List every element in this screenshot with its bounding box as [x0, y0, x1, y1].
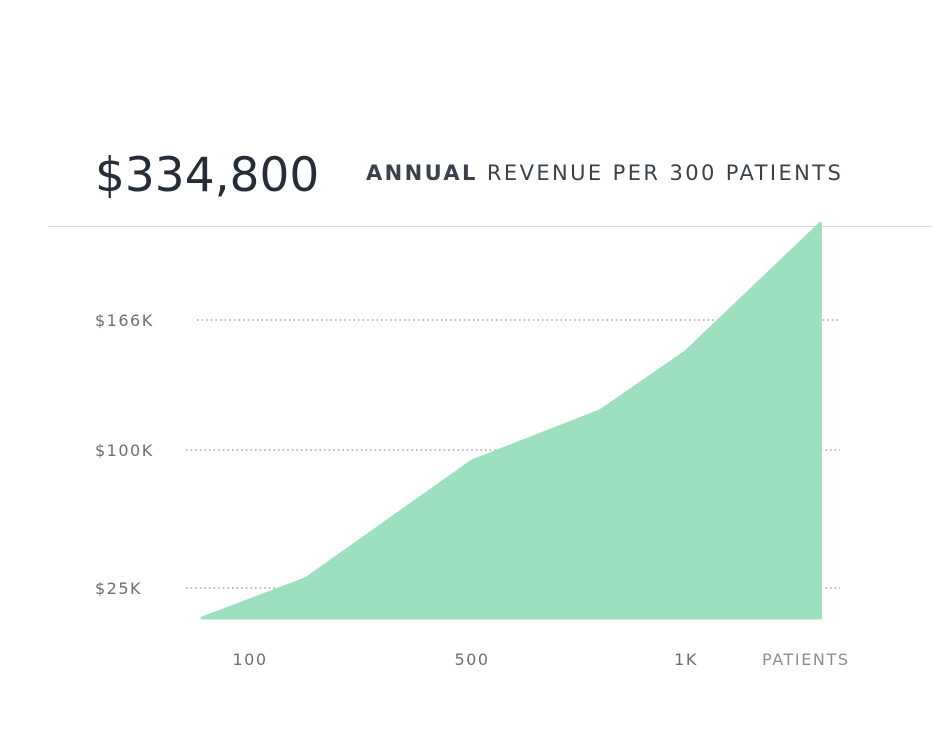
y-tick-label: $100K — [95, 441, 154, 460]
x-tick-label: 500 — [454, 650, 489, 669]
caption-rest: REVENUE PER 300 PATIENTS — [486, 161, 844, 185]
y-tick-label: $166K — [95, 311, 154, 330]
header-divider — [48, 226, 932, 227]
y-tick-label: $25K — [95, 579, 142, 598]
revenue-total: $334,800 — [95, 148, 320, 203]
x-axis-unit-label: PATIENTS — [762, 650, 850, 669]
x-tick-label: 100 — [232, 650, 267, 669]
x-tick-label: 1K — [674, 650, 698, 669]
revenue-caption: ANNUAL REVENUE PER 300 PATIENTS — [366, 161, 843, 185]
revenue-area — [200, 221, 822, 620]
caption-annual: ANNUAL — [366, 161, 478, 185]
